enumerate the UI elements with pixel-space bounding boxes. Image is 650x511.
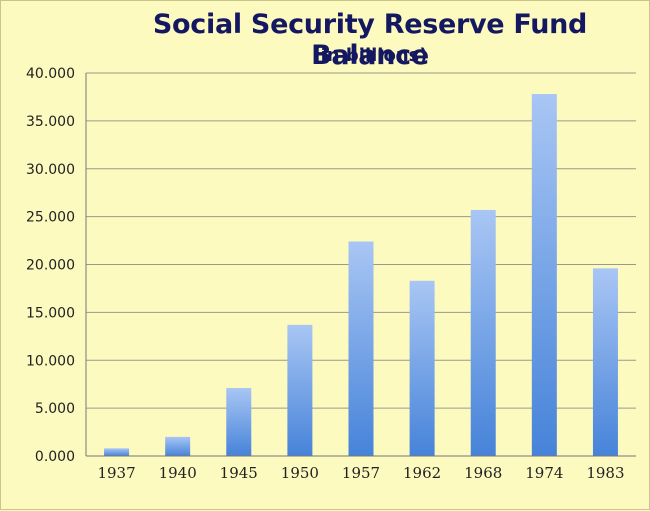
y-tick-label: 30.000 [26,162,75,178]
bar-1950 [287,324,313,456]
chart-subtitle: (in billions) [312,45,428,66]
bar-1974 [531,94,557,456]
x-tick-label: 1957 [342,464,380,482]
bar-1957 [348,241,374,456]
y-tick-label: 10.000 [26,353,75,369]
bar-1940 [165,436,191,456]
y-tick-label: 35.000 [26,114,75,130]
x-tick-label: 1950 [281,464,319,482]
y-tick-label: 0.000 [35,449,75,465]
y-tick-label: 20.000 [26,258,75,274]
bar-1983 [592,268,618,456]
bar-1937 [104,448,130,456]
x-tick-label: 1968 [464,464,502,482]
x-tick-label: 1962 [403,464,441,482]
bar-1962 [409,280,435,456]
chart-title: Social Security Reserve Fund Balance [152,9,588,71]
y-tick-label: 5.000 [35,401,75,417]
x-tick-label: 1945 [220,464,258,482]
x-tick-label: 1983 [586,464,624,482]
x-tick-label: 1937 [97,464,135,482]
y-tick-label: 15.000 [26,305,75,321]
x-tick-label: 1940 [159,464,197,482]
y-tick-label: 40.000 [26,66,75,82]
bar-1945 [226,388,252,456]
y-tick-label: 25.000 [26,210,75,226]
x-tick-label: 1974 [525,464,563,482]
bar-1968 [470,209,496,456]
